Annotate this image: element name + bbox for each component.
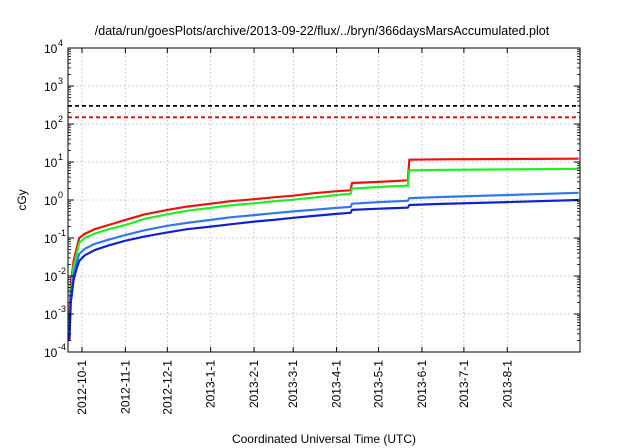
- x-tick-label: 2013-2-1: [247, 360, 261, 408]
- x-tick-label: 2012-12-1: [160, 360, 174, 415]
- reference-lines: [68, 104, 580, 119]
- y-tick-label: 10 2: [44, 114, 63, 132]
- y-tick-label: 10 4: [44, 38, 63, 56]
- x-tick-labels: 2012-10-1 2012-11-1 2012-12-1 2013-1-1 2013-…: [75, 360, 514, 415]
- y-tick-exponent: -1: [58, 228, 66, 238]
- y-tick-label: 10 -2: [44, 266, 66, 284]
- x-tick-label: 2013-5-1: [372, 360, 386, 408]
- y-tick-exponent: 0: [58, 190, 63, 200]
- y-tick-exponent: -4: [58, 342, 66, 352]
- chart-title: /data/run/goesPlots/archive/2013-09-22/f…: [95, 24, 550, 38]
- x-tick-label: 2012-10-1: [75, 360, 89, 415]
- y-tick-base: 10: [44, 194, 58, 208]
- y-tick-label: 10 3: [44, 76, 63, 94]
- x-tick-label: 2013-7-1: [457, 360, 471, 408]
- series-line: [68, 157, 579, 318]
- x-tick-label: 2013-6-1: [415, 360, 429, 408]
- grid-lines: [68, 48, 580, 352]
- y-tick-label: 10 -4: [44, 342, 66, 360]
- y-tick-exponent: -3: [58, 304, 66, 314]
- y-tick-exponent: 4: [58, 38, 63, 48]
- x-tick-label: 2012-11-1: [118, 360, 132, 414]
- series-line: [68, 198, 579, 341]
- y-tick-label: 10 -3: [44, 304, 66, 322]
- y-tick-base: 10: [44, 118, 58, 132]
- y-axis-label: cGy: [15, 189, 29, 210]
- x-tick-label: 2013-4-1: [330, 360, 344, 408]
- y-tick-label: 10 -1: [44, 228, 66, 246]
- x-tick-label: 2013-8-1: [500, 360, 514, 408]
- series-line: [68, 191, 579, 330]
- x-tick-label: 2013-3-1: [286, 360, 300, 408]
- axis-ticks: [68, 47, 580, 353]
- y-tick-base: 10: [44, 346, 58, 360]
- y-tick-exponent: 2: [58, 114, 63, 124]
- y-tick-exponent: 1: [58, 152, 63, 162]
- y-tick-label: 10 0: [44, 190, 63, 208]
- y-tick-exponent: -2: [58, 266, 66, 276]
- series-line: [68, 167, 579, 323]
- y-tick-base: 10: [44, 270, 58, 284]
- x-tick-label: 2013-1-1: [204, 360, 218, 408]
- y-tick-label: 10 1: [44, 152, 63, 170]
- data-series: [68, 157, 579, 341]
- y-tick-exponent: 3: [58, 76, 63, 86]
- y-tick-base: 10: [44, 156, 58, 170]
- y-tick-base: 10: [44, 80, 58, 94]
- x-axis-label: Coordinated Universal Time (UTC): [232, 432, 416, 446]
- y-tick-base: 10: [44, 42, 58, 56]
- y-tick-base: 10: [44, 232, 58, 246]
- y-tick-base: 10: [44, 308, 58, 322]
